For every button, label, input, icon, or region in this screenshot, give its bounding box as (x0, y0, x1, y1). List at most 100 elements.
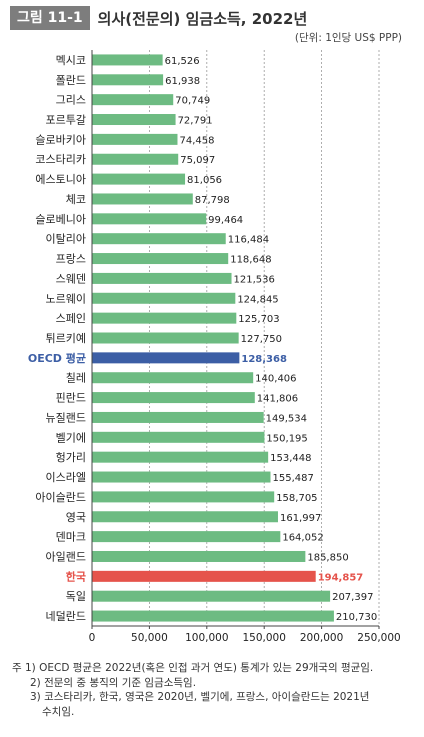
category-label-21: 이스라엘 (46, 471, 86, 484)
category-label-27: 독일 (66, 589, 86, 603)
bar-10 (92, 253, 229, 265)
category-label-9: 이탈리아 (46, 233, 86, 246)
note-1: 주 1) OECD 평균은 2022년(혹은 인접 과거 연도) 통계가 있는 … (12, 662, 374, 674)
value-label-14: 127,750 (241, 334, 282, 345)
value-label-6: 81,056 (187, 175, 222, 186)
value-label-20: 153,448 (270, 453, 311, 464)
bar-25 (92, 550, 306, 562)
x-tick-label-0: 0 (89, 632, 96, 644)
value-label-0: 61,526 (165, 56, 200, 67)
figure-header: 그림 11-1 의사(전문의) 임금소득, 2022년 (10, 6, 307, 30)
value-label-19: 150,195 (266, 433, 307, 444)
bar-1 (92, 74, 164, 86)
value-label-15: 128,368 (241, 354, 287, 365)
bar-17 (92, 392, 255, 404)
category-label-22: 아이슬란드 (35, 491, 86, 504)
category-label-6: 에스토니아 (35, 173, 86, 186)
value-label-25: 185,850 (307, 552, 348, 563)
category-label-24: 덴마크 (56, 531, 86, 544)
category-label-19: 벨기에 (56, 431, 86, 444)
category-label-12: 노르웨이 (46, 292, 86, 305)
chart-title: 의사(전문의) 임금소득, 2022년 (97, 9, 308, 28)
bar-20 (92, 451, 269, 463)
figure-number-badge: 그림 11-1 (10, 6, 90, 30)
bar-2 (92, 94, 174, 106)
category-label-28: 네덜란드 (46, 610, 86, 623)
x-tick-label-5: 250,000 (357, 632, 400, 644)
category-label-20: 헝가리 (56, 451, 86, 464)
bar-19 (92, 431, 265, 443)
category-label-13: 스페인 (56, 312, 86, 325)
bar-27 (92, 590, 331, 602)
x-tick-label-4: 200,000 (300, 632, 343, 644)
bar-14 (92, 332, 239, 344)
value-label-11: 121,536 (234, 274, 275, 285)
category-label-3: 포르투갈 (46, 113, 86, 127)
value-label-5: 75,097 (180, 155, 215, 166)
value-label-13: 125,703 (238, 314, 279, 325)
bar-3 (92, 114, 176, 126)
category-label-8: 슬로베니아 (35, 213, 86, 226)
value-label-10: 118,648 (230, 255, 271, 266)
value-label-7: 87,798 (195, 195, 230, 206)
category-label-18: 뉴질랜드 (46, 411, 86, 424)
bar-24 (92, 531, 281, 543)
note-3-continued: 수치임. (42, 705, 75, 718)
bar-15 (92, 352, 240, 364)
value-label-12: 124,845 (237, 294, 278, 305)
bar-16 (92, 372, 254, 384)
bar-26 (92, 570, 316, 582)
bar-18 (92, 411, 264, 423)
value-label-4: 74,458 (179, 135, 214, 146)
value-label-17: 141,806 (257, 394, 298, 405)
chart-notes: 주 1) OECD 평균은 2022년(혹은 인접 과거 연도) 통계가 있는 … (12, 661, 373, 719)
note-2: 2) 전문의 중 봉직의 기준 임금소득임. (30, 676, 197, 689)
bar-22 (92, 491, 275, 503)
category-label-1: 폴란드 (56, 74, 86, 87)
value-label-16: 140,406 (255, 374, 296, 385)
bar-23 (92, 511, 278, 523)
x-tick-label-3: 150,000 (242, 632, 285, 644)
category-label-7: 체코 (66, 193, 86, 206)
category-label-0: 멕시코 (56, 54, 86, 67)
x-tick-label-2: 100,000 (185, 632, 228, 644)
bar-4 (92, 133, 178, 145)
category-label-14: 튀르키예 (46, 332, 86, 345)
category-label-11: 스웨덴 (56, 272, 86, 285)
category-label-5: 코스타리카 (35, 153, 86, 166)
category-label-2: 그리스 (56, 94, 86, 107)
category-label-16: 칠레 (66, 372, 86, 385)
category-label-23: 영국 (66, 511, 86, 524)
value-label-21: 155,487 (272, 473, 313, 484)
value-label-18: 149,534 (266, 413, 307, 424)
value-label-22: 158,705 (276, 493, 317, 504)
value-label-2: 70,749 (175, 96, 210, 107)
category-label-26: 한국 (66, 569, 86, 583)
bar-13 (92, 312, 237, 324)
bar-8 (92, 213, 207, 225)
category-label-15: OECD 평균 (28, 351, 86, 365)
bar-21 (92, 471, 271, 483)
unit-note: (단위: 1인당 US$ PPP) (294, 32, 402, 44)
value-label-27: 207,397 (332, 592, 373, 603)
bar-7 (92, 193, 193, 205)
category-label-17: 핀란드 (56, 392, 86, 405)
value-label-1: 61,938 (165, 76, 200, 87)
value-label-8: 99,464 (208, 215, 243, 226)
bar-28 (92, 610, 334, 622)
category-label-10: 프랑스 (56, 253, 86, 266)
category-label-4: 슬로바키아 (35, 133, 86, 146)
value-label-24: 164,052 (282, 533, 323, 544)
value-label-28: 210,730 (336, 612, 377, 623)
category-label-25: 아일랜드 (46, 549, 86, 563)
bar-6 (92, 173, 186, 185)
bar-0 (92, 54, 163, 66)
bar-11 (92, 272, 232, 284)
value-label-9: 116,484 (228, 235, 269, 246)
value-label-23: 161,997 (280, 513, 321, 524)
bar-5 (92, 153, 179, 165)
value-label-26: 194,857 (318, 572, 364, 583)
bar-12 (92, 292, 236, 304)
bar-chart: 멕시코 61,526 폴란드 61,938 그리스 70,749 포르투갈 72,791 슬로바… (28, 50, 401, 644)
value-label-3: 72,791 (178, 116, 213, 127)
